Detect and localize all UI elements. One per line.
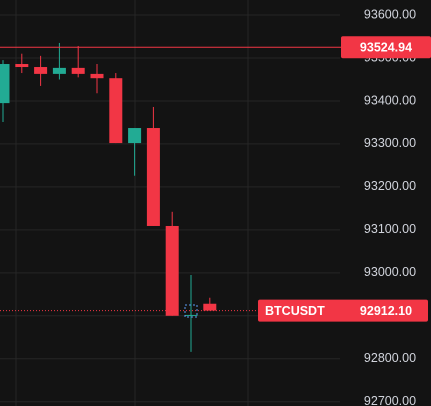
- candle-body: [165, 225, 179, 316]
- y-axis: 93600.0093500.0093400.0093300.0093200.00…: [258, 7, 431, 406]
- crosshair-box: [184, 304, 198, 318]
- candle-body: [0, 64, 10, 104]
- last-price-box: [258, 299, 428, 322]
- last-price-label: 92912.10: [360, 304, 412, 318]
- y-tick-label: 93100.00: [364, 222, 416, 236]
- symbol-label: BTCUSDT: [265, 304, 325, 318]
- y-tick-label: 92800.00: [364, 351, 416, 365]
- price-line-box: [341, 36, 431, 59]
- y-tick-label: 93600.00: [364, 7, 416, 21]
- candle-body: [128, 128, 142, 144]
- y-tick-label: 93300.00: [364, 136, 416, 150]
- candle-body: [52, 67, 66, 74]
- plot: [0, 42, 341, 352]
- candle-body: [15, 64, 29, 68]
- candle-body: [203, 303, 217, 311]
- y-tick-label: 93000.00: [364, 265, 416, 279]
- candle-body: [146, 128, 160, 226]
- price-line-label: 93524.94: [360, 41, 412, 55]
- y-tick-label: 93200.00: [364, 179, 416, 193]
- vertical-grid: [15, 0, 249, 406]
- candle-body: [90, 73, 104, 79]
- candle-body: [184, 314, 198, 316]
- y-tick-label: 92700.00: [364, 394, 416, 406]
- candle-body: [71, 67, 85, 74]
- candle-body: [34, 67, 48, 74]
- candle-body: [109, 78, 123, 144]
- y-tick-label: 93400.00: [364, 93, 416, 107]
